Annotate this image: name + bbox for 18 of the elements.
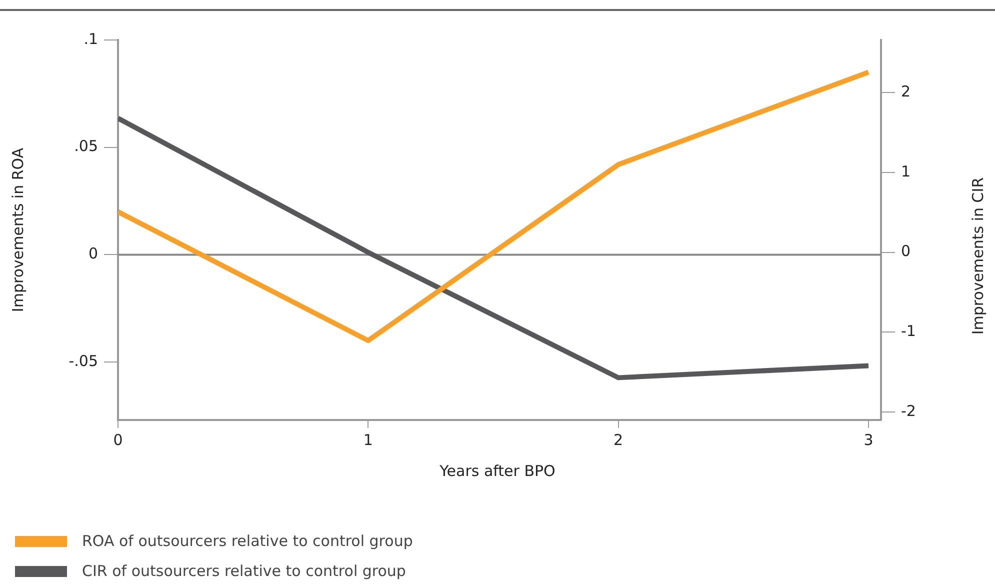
y-tick-label: -.05 bbox=[68, 352, 98, 370]
y-tick-label: .05 bbox=[74, 137, 98, 156]
x-tick-label: 3 bbox=[864, 430, 874, 449]
legend-label: CIR of outsourcers relative to control group bbox=[82, 562, 406, 580]
y2-tick-label: -2 bbox=[901, 402, 916, 420]
y-tick-label: .1 bbox=[84, 30, 98, 48]
y2-tick-label: 0 bbox=[901, 242, 911, 260]
y-tick-label: 0 bbox=[88, 244, 98, 263]
x-tick-label: 0 bbox=[113, 430, 123, 449]
y2-tick-label: 1 bbox=[901, 162, 911, 180]
x-tick-label: 2 bbox=[614, 430, 624, 449]
x-axis-title: Years after BPO bbox=[438, 462, 556, 480]
y-axis-title: Improvements in ROA bbox=[8, 147, 27, 312]
y2-tick-label: 2 bbox=[901, 82, 911, 101]
x-tick-label: 1 bbox=[363, 430, 373, 449]
legend-label: ROA of outsourcers relative to control group bbox=[82, 532, 413, 550]
y2-axis-title: Improvements in CIR bbox=[969, 177, 987, 335]
y2-tick-label: -1 bbox=[901, 322, 916, 340]
